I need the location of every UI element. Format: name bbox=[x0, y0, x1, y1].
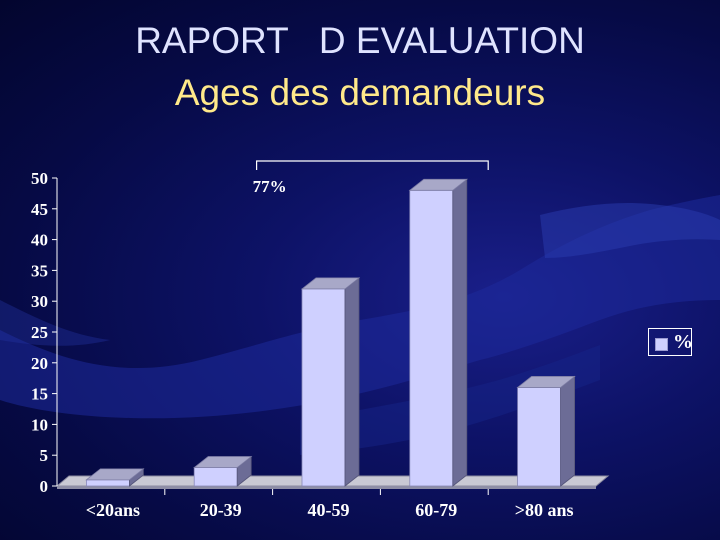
bar-top bbox=[300, 277, 361, 290]
bar bbox=[193, 467, 238, 487]
y-tick-label: 5 bbox=[40, 446, 49, 465]
bar bbox=[409, 189, 454, 487]
bar bbox=[517, 387, 561, 487]
bar-side bbox=[452, 178, 468, 487]
x-tick-label: 60-79 bbox=[415, 500, 457, 520]
y-tick-label: 45 bbox=[31, 200, 48, 219]
bar-side bbox=[344, 277, 360, 487]
bar bbox=[301, 288, 346, 487]
y-tick-label: 10 bbox=[31, 415, 48, 434]
bar bbox=[86, 479, 130, 487]
y-tick-label: 0 bbox=[40, 477, 49, 496]
legend-swatch bbox=[655, 338, 668, 351]
slide-subtitle: Ages des demandeurs bbox=[174, 72, 546, 113]
y-tick-label: 50 bbox=[31, 169, 48, 188]
bar-top bbox=[85, 468, 145, 481]
x-tick-label: <20ans bbox=[86, 500, 140, 520]
bar-side bbox=[560, 375, 575, 487]
chart-legend: % bbox=[648, 328, 693, 356]
x-tick-label: >80 ans bbox=[515, 500, 574, 520]
annotation-label: 77% bbox=[253, 177, 287, 196]
y-tick-label: 15 bbox=[31, 385, 48, 404]
annotation-bracket bbox=[256, 160, 489, 170]
legend-label: % bbox=[673, 331, 693, 353]
x-tick-label: 20-39 bbox=[200, 500, 242, 520]
x-tick-label: 40-59 bbox=[308, 500, 350, 520]
y-tick-label: 30 bbox=[31, 292, 48, 311]
slide-title: RAPORT D EVALUATION bbox=[135, 20, 585, 61]
y-tick-label: 20 bbox=[31, 354, 48, 373]
y-tick-label: 40 bbox=[31, 231, 48, 250]
y-tick-label: 35 bbox=[31, 261, 48, 280]
y-tick-label: 25 bbox=[31, 323, 48, 342]
bar-top bbox=[193, 456, 253, 468]
bar-top bbox=[516, 376, 576, 388]
chart-floor-edge bbox=[57, 486, 596, 489]
bar-top bbox=[408, 178, 468, 191]
